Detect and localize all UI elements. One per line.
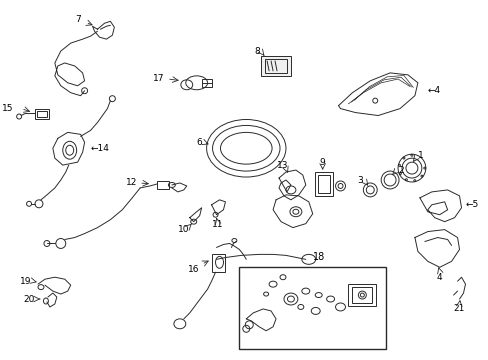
Text: 3: 3	[357, 176, 363, 185]
Text: 4: 4	[436, 273, 442, 282]
Bar	[37, 111, 47, 117]
Bar	[261, 56, 290, 76]
Bar	[314, 172, 332, 196]
Bar	[201, 79, 211, 87]
Text: 18: 18	[312, 252, 324, 262]
Text: ←4: ←4	[427, 86, 440, 95]
Bar	[264, 59, 286, 73]
Text: ←5: ←5	[465, 200, 478, 209]
Text: 12: 12	[125, 179, 137, 188]
Bar	[348, 284, 375, 306]
Text: 10: 10	[178, 225, 189, 234]
Bar	[35, 109, 49, 118]
Text: 20: 20	[23, 294, 35, 303]
Text: 8: 8	[254, 46, 260, 55]
Text: 17: 17	[152, 74, 163, 83]
Text: 6: 6	[196, 138, 202, 147]
Bar	[317, 175, 329, 193]
Text: 13: 13	[277, 161, 288, 170]
Text: 2: 2	[397, 166, 403, 175]
Bar	[239, 267, 386, 348]
Text: 15: 15	[1, 104, 13, 113]
Bar	[157, 181, 168, 189]
Text: 21: 21	[453, 305, 464, 314]
Text: 7: 7	[75, 15, 81, 24]
Text: ←14: ←14	[90, 144, 109, 153]
Text: 11: 11	[211, 220, 223, 229]
Bar	[352, 287, 371, 303]
Text: 16: 16	[188, 265, 199, 274]
Text: 19: 19	[20, 277, 31, 286]
Bar	[211, 255, 225, 272]
Text: 1: 1	[417, 151, 423, 160]
Text: 9: 9	[319, 158, 325, 167]
